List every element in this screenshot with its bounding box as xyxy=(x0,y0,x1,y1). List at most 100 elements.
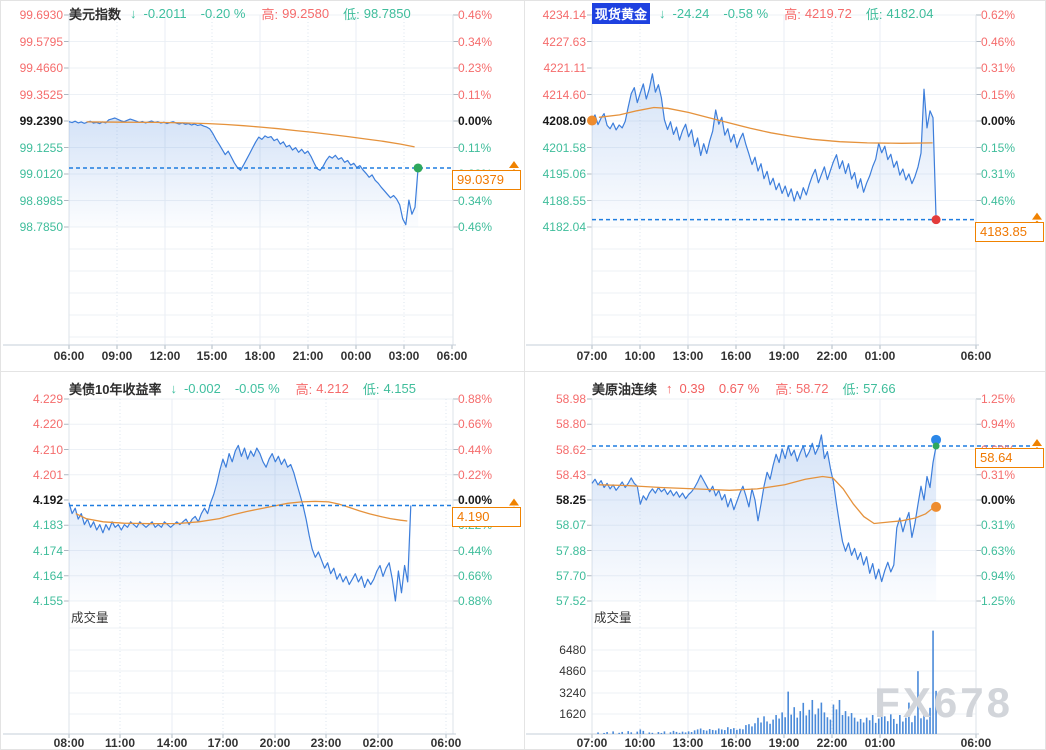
y-axis-label-right: 0.46% xyxy=(458,220,493,234)
instrument-title[interactable]: 美债10年收益率 xyxy=(69,381,162,397)
ma-line xyxy=(75,500,408,525)
y-axis-label-left: 99.6930 xyxy=(19,8,63,22)
y-axis-label-right: 0.94% xyxy=(981,417,1016,432)
y-axis-label-right: 0.15% xyxy=(981,87,1016,102)
change-arrow-icon: ↓ xyxy=(130,5,137,21)
high-label: 高: xyxy=(261,6,279,22)
y-axis-label-right: 0.23% xyxy=(458,61,493,75)
price-line xyxy=(68,117,419,226)
y-axis-label-right: 0.46% xyxy=(981,193,1016,208)
chart-plot[interactable] xyxy=(524,376,1046,750)
area-fill xyxy=(69,445,411,601)
y-axis-label-left: 4221.11 xyxy=(543,61,587,75)
y-axis-label-right: 0.11% xyxy=(458,140,492,155)
y-axis-label-left: 99.4660 xyxy=(19,61,63,75)
series-end-marker-dot xyxy=(931,501,942,512)
low-value: 57.66 xyxy=(863,380,896,396)
low-label: 低: xyxy=(362,381,380,397)
low-label: 低: xyxy=(865,6,883,22)
panel-usd-index: 美元指数 ↓ -0.2011 -0.20 % 高: 99.2580 低: 98.… xyxy=(1,1,524,376)
price-line xyxy=(68,444,412,602)
y-axis-label-left: 4201.58 xyxy=(542,140,586,155)
volume-title: 成交量 xyxy=(71,611,109,625)
change-percent: -0.05 % xyxy=(234,380,280,396)
y-axis-label-left: 57.88 xyxy=(555,543,586,558)
y-axis-label-left: 4234.14 xyxy=(542,8,586,22)
y-axis-label-left: 58.07 xyxy=(555,518,586,533)
volume-axis-label: 4860 xyxy=(559,664,586,678)
y-axis-label-right: 0.22% xyxy=(458,467,493,482)
change-percent: -0.58 % xyxy=(723,5,769,21)
y-axis-label-right: 0.34% xyxy=(458,193,493,208)
series-start-marker-dot xyxy=(587,115,597,126)
panel-header: 美元指数 ↓ -0.2011 -0.20 % 高: 99.2580 低: 98.… xyxy=(69,4,411,22)
instrument-title[interactable]: 美原油连续 xyxy=(592,381,658,397)
ma-line xyxy=(598,475,934,525)
time-label: 22:00 xyxy=(816,736,848,750)
chart-plot[interactable] xyxy=(524,1,1046,376)
change-percent: 0.67 % xyxy=(718,380,760,396)
time-label: 08:00 xyxy=(53,736,85,750)
y-axis-label-left: 4.183 xyxy=(32,518,63,533)
time-label: 12:00 xyxy=(149,349,181,363)
series-end-marker-dot xyxy=(932,442,940,450)
time-label: 01:00 xyxy=(864,349,896,363)
y-axis-label-left: 4.201 xyxy=(32,467,63,482)
panel-spot-gold: 现货黄金 ↓ -24.24 -0.58 % 高: 4219.72 低: 4182… xyxy=(524,1,1046,376)
area-fill xyxy=(592,435,937,601)
change-value: -0.002 xyxy=(183,380,221,396)
y-axis-label-left: 99.2390 xyxy=(19,114,63,128)
y-axis-label-right: 0.00% xyxy=(458,114,493,128)
y-axis-label-right: 0.00% xyxy=(981,114,1016,128)
instrument-title[interactable]: 现货黄金 xyxy=(592,2,651,24)
y-axis-label-right: 0.44% xyxy=(458,442,493,457)
y-axis-label-right: 1.25% xyxy=(981,594,1016,608)
time-label: 13:00 xyxy=(672,349,704,363)
chart-plot[interactable] xyxy=(1,376,524,750)
y-axis-label-right: 0.31% xyxy=(981,61,1016,75)
area-fill xyxy=(592,73,937,227)
instrument-title[interactable]: 美元指数 xyxy=(69,6,122,22)
volume-axis-label: 6480 xyxy=(559,643,586,657)
y-axis-label-left: 4.229 xyxy=(32,392,63,406)
change-value: 0.39 xyxy=(679,380,705,396)
y-axis-label-left: 4.192 xyxy=(32,493,63,507)
time-label: 06:00 xyxy=(53,349,85,363)
y-axis-label-left: 58.62 xyxy=(555,442,586,457)
time-label: 13:00 xyxy=(672,736,704,750)
time-label: 23:00 xyxy=(310,736,342,750)
time-label: 15:00 xyxy=(196,349,228,363)
y-axis-label-right: 0.46% xyxy=(458,8,493,22)
y-axis-label-right: 0.62% xyxy=(981,8,1016,22)
series-end-marker-dot xyxy=(931,434,942,445)
y-axis-label-right: 0.88% xyxy=(458,392,493,406)
y-axis-label-left: 4.220 xyxy=(32,417,63,432)
time-label: 06:00 xyxy=(430,736,462,750)
change-value: -24.24 xyxy=(672,5,710,21)
chart-plot[interactable] xyxy=(1,1,524,376)
low-label: 低: xyxy=(842,381,860,397)
volume-axis-label: 3240 xyxy=(559,686,586,700)
price-line xyxy=(591,434,937,583)
y-axis-label-right: 0.88% xyxy=(458,594,493,608)
volume-bars xyxy=(597,630,937,734)
change-arrow-icon: ↓ xyxy=(170,380,177,396)
high-label: 高: xyxy=(295,381,313,397)
y-axis-label-left: 4182.04 xyxy=(542,220,586,234)
y-axis-label-left: 4188.55 xyxy=(542,193,586,208)
y-axis-label-left: 99.1255 xyxy=(19,140,63,155)
high-value: 4219.72 xyxy=(804,5,852,21)
y-axis-label-left: 4.155 xyxy=(32,594,63,608)
y-axis-label-left: 4227.63 xyxy=(542,34,586,49)
high-value: 99.2580 xyxy=(282,5,330,21)
time-label: 11:00 xyxy=(104,736,136,750)
panel-header: 美原油连续 ↑ 0.39 0.67 % 高: 58.72 低: 57.66 xyxy=(592,379,896,397)
panel-us10y-yield: 美债10年收益率 ↓ -0.002 -0.05 % 高: 4.212 低: 4.… xyxy=(1,376,524,750)
last-price-tag: 99.0379 xyxy=(452,169,521,190)
y-axis-label-left: 57.52 xyxy=(555,594,586,608)
y-axis-label-left: 4.210 xyxy=(32,442,63,457)
change-arrow-icon: ↓ xyxy=(659,5,666,21)
time-label: 19:00 xyxy=(768,349,800,363)
low-value: 4.155 xyxy=(383,380,416,396)
y-axis-label-right: 0.34% xyxy=(458,34,493,49)
